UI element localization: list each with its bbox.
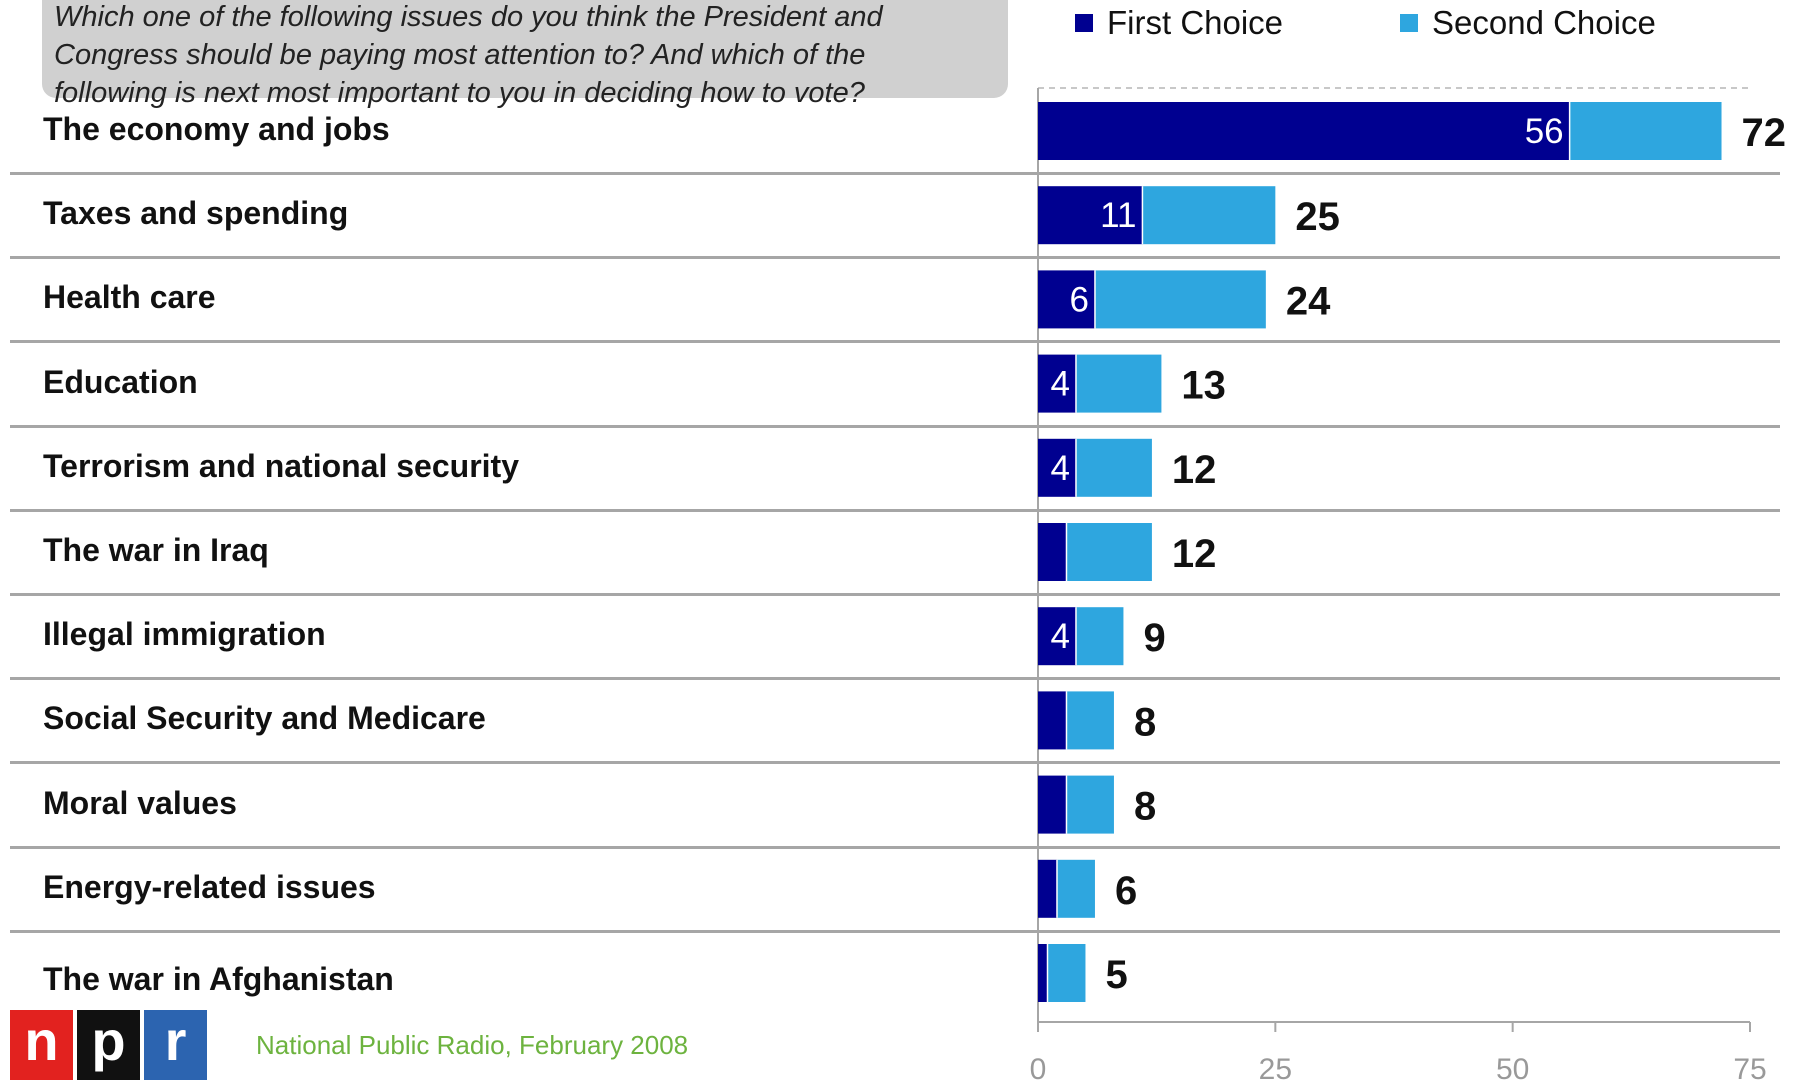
total-label-4: 12 bbox=[1172, 448, 1217, 492]
row-label-8: Moral values bbox=[43, 784, 237, 821]
total-label-3: 13 bbox=[1181, 364, 1226, 408]
row-label-7: Social Security and Medicare bbox=[43, 700, 486, 737]
row-label-5: The war in Iraq bbox=[43, 532, 269, 568]
bar-first-choice-7 bbox=[1038, 691, 1067, 750]
row-separator-6 bbox=[10, 677, 1780, 681]
bar-first-choice-3 bbox=[1038, 354, 1076, 413]
row-separator-1 bbox=[10, 256, 1780, 260]
row-separator-2 bbox=[10, 340, 1780, 344]
total-label-10: 5 bbox=[1105, 953, 1127, 997]
bar-second-choice-6 bbox=[1075, 607, 1124, 666]
total-label-8: 8 bbox=[1134, 785, 1156, 829]
data-label-first-6: 4 bbox=[1051, 617, 1070, 656]
source-note: National Public Radio, February 2008 bbox=[256, 1030, 689, 1060]
total-label-7: 8 bbox=[1134, 700, 1156, 744]
row-label-1: Taxes and spending bbox=[43, 195, 349, 232]
bar-second-choice-9 bbox=[1056, 859, 1095, 918]
bar-second-choice-1 bbox=[1142, 186, 1276, 245]
x-tick-label-2: 50 bbox=[1496, 1053, 1529, 1086]
bar-first-choice-0 bbox=[1038, 102, 1570, 160]
data-label-first-1: 11 bbox=[1100, 196, 1136, 235]
data-label-first-0: 56 bbox=[1525, 112, 1564, 151]
total-label-5: 12 bbox=[1172, 532, 1217, 576]
data-label-first-4: 4 bbox=[1051, 449, 1070, 488]
bar-second-choice-0 bbox=[1569, 102, 1722, 160]
bar-second-choice-8 bbox=[1066, 775, 1114, 834]
question-line-3: following is next most important to you … bbox=[54, 77, 865, 109]
bar-second-choice-2 bbox=[1094, 270, 1266, 329]
row-separator-0 bbox=[10, 172, 1780, 175]
row-label-10: The war in Afghanistan bbox=[43, 961, 394, 997]
total-label-6: 9 bbox=[1143, 616, 1165, 660]
row-label-6: Illegal immigration bbox=[43, 616, 326, 653]
logo-letter-p: p bbox=[77, 1010, 140, 1080]
logo-letter-n: n bbox=[10, 1010, 73, 1080]
total-label-2: 24 bbox=[1286, 279, 1331, 323]
bar-first-choice-4 bbox=[1038, 438, 1076, 497]
row-separator-8 bbox=[10, 845, 1780, 849]
total-label-9: 6 bbox=[1115, 869, 1137, 913]
total-label-0: 72 bbox=[1742, 111, 1787, 155]
row-separator-3 bbox=[10, 424, 1780, 428]
bar-first-choice-8 bbox=[1038, 775, 1067, 834]
bar-first-choice-2 bbox=[1038, 270, 1095, 329]
legend-second-choice: Second Choice bbox=[1400, 4, 1656, 42]
logo-letter-r: r bbox=[144, 1010, 207, 1080]
question-line-1: Which one of the following issues do you… bbox=[54, 1, 883, 33]
x-tick-label-3: 75 bbox=[1733, 1053, 1766, 1086]
question-line-2: Congress should be paying most attention… bbox=[54, 39, 866, 71]
bar-first-choice-9 bbox=[1038, 859, 1057, 918]
x-tick-label-0: 0 bbox=[1030, 1053, 1047, 1086]
row-label-9: Energy-related issues bbox=[43, 868, 376, 905]
bar-second-choice-4 bbox=[1075, 438, 1152, 497]
bar-first-choice-5 bbox=[1038, 523, 1067, 581]
row-label-0: The economy and jobs bbox=[43, 111, 390, 147]
row-label-3: Education bbox=[43, 363, 198, 400]
row-separator-4 bbox=[10, 508, 1780, 512]
data-label-first-3: 4 bbox=[1051, 365, 1070, 404]
legend-swatch-second bbox=[1400, 14, 1418, 32]
legend-label-first: First Choice bbox=[1107, 4, 1284, 41]
row-label-2: Health care bbox=[43, 279, 216, 316]
npr-logo: n p r bbox=[10, 1010, 207, 1080]
question-box: Which one of the following issues do you… bbox=[42, 0, 1008, 109]
legend-label-second: Second Choice bbox=[1432, 4, 1656, 41]
bar-first-choice-1 bbox=[1038, 186, 1143, 245]
row-label-4: Terrorism and national security bbox=[43, 447, 519, 484]
row-separator-9 bbox=[10, 929, 1780, 933]
bar-first-choice-10 bbox=[1038, 944, 1048, 1002]
bar-first-choice-6 bbox=[1038, 607, 1076, 666]
bar-second-choice-10 bbox=[1047, 944, 1086, 1002]
row-separator-7 bbox=[10, 761, 1780, 765]
row-separator-5 bbox=[10, 593, 1780, 596]
bar-second-choice-7 bbox=[1066, 691, 1114, 750]
bar-second-choice-5 bbox=[1066, 523, 1152, 581]
legend-first-choice: First Choice bbox=[1075, 4, 1283, 42]
legend-swatch-first bbox=[1075, 14, 1093, 32]
data-label-first-2: 6 bbox=[1069, 280, 1088, 319]
x-tick-label-1: 25 bbox=[1259, 1053, 1292, 1086]
bar-second-choice-3 bbox=[1075, 354, 1162, 413]
total-label-1: 25 bbox=[1295, 195, 1340, 239]
